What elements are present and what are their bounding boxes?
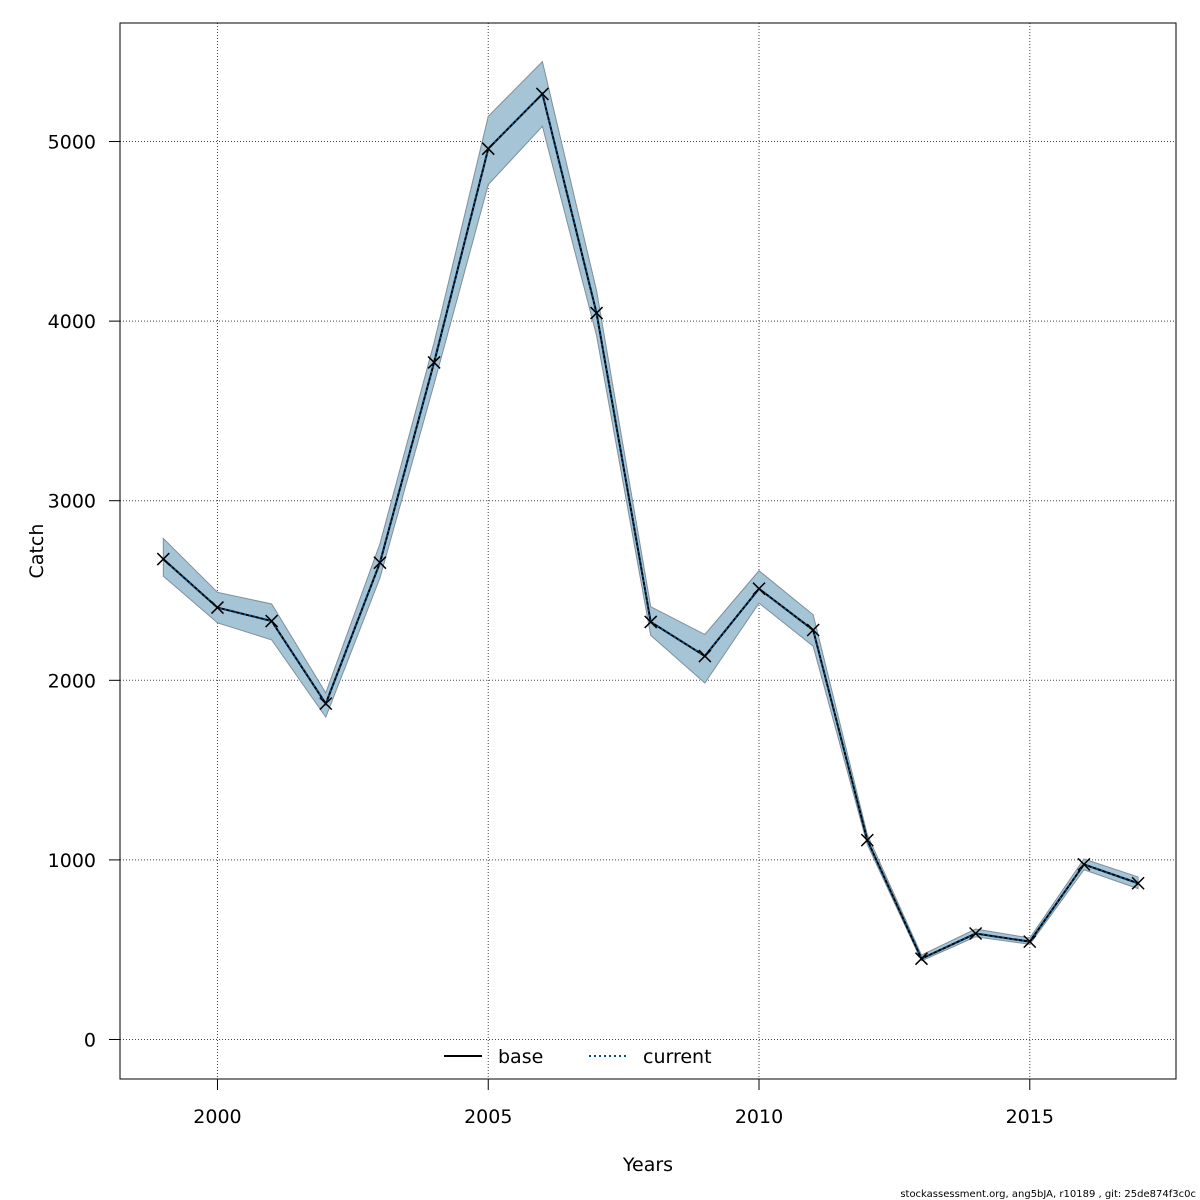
data-point-2012	[860, 833, 874, 847]
data-point-2016	[1077, 857, 1091, 871]
data-point-2011	[806, 623, 820, 637]
data-point-2003	[373, 556, 387, 570]
series-line-base	[162, 91, 1139, 961]
x-axis: 2000 2005 2010 2015	[193, 1078, 1054, 1128]
series-lines	[162, 91, 1139, 961]
x-tick-label-2000: 2000	[193, 1106, 241, 1128]
y-axis: 0 1000 2000 3000 4000 5000	[48, 132, 120, 1051]
data-point-2006	[535, 87, 549, 101]
grid	[120, 23, 1176, 1079]
data-point-1999	[156, 552, 170, 566]
footer-note: stockassessment.org, ang5bJA, r10189 , g…	[900, 1189, 1196, 1200]
x-tick-label-2005: 2005	[464, 1106, 512, 1128]
x-axis-title: Years	[622, 1154, 673, 1176]
legend: base current	[444, 1046, 712, 1068]
x-tick-label-2010: 2010	[735, 1106, 783, 1128]
data-point-2014	[969, 927, 983, 941]
y-tick-label-3000: 3000	[48, 491, 96, 513]
data-point-2004	[427, 355, 441, 369]
y-axis-title: Catch	[26, 524, 48, 579]
y-tick-label-1000: 1000	[48, 850, 96, 872]
legend-label-base: base	[498, 1046, 543, 1068]
data-point-2005	[481, 142, 495, 156]
y-tick-label-2000: 2000	[48, 670, 96, 692]
confidence-band	[162, 60, 1139, 962]
y-tick-label-4000: 4000	[48, 311, 96, 333]
y-tick-label-5000: 5000	[48, 132, 96, 154]
data-point-2001	[265, 614, 279, 628]
plot-frame	[119, 22, 1177, 1080]
data-point-2015	[1023, 935, 1037, 949]
data-point-2017	[1131, 876, 1145, 890]
data-point-2007	[590, 306, 604, 320]
data-point-2000	[210, 601, 225, 615]
legend-label-current: current	[643, 1046, 712, 1068]
data-point-2010	[752, 582, 766, 596]
data-point-2008	[644, 615, 658, 629]
data-point-2009	[698, 649, 712, 663]
y-tick-label-0: 0	[84, 1029, 96, 1051]
series-line-current	[162, 91, 1139, 961]
band-area	[162, 60, 1139, 962]
data-point-2002	[319, 697, 333, 711]
data-points	[156, 87, 1145, 966]
x-tick-label-2015: 2015	[1006, 1106, 1054, 1128]
data-point-2013	[914, 952, 929, 966]
